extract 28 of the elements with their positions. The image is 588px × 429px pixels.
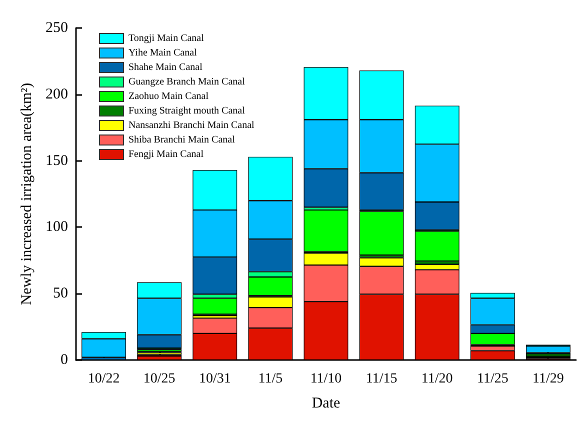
y-axis-title: Newly increased irrigation area(km²) <box>19 82 36 306</box>
legend-label: Guangze Branch Main Canal <box>128 76 246 88</box>
legend-label: Shahe Main Canal <box>128 62 203 73</box>
y-tick-label: 250 <box>46 20 68 36</box>
y-tick-label: 200 <box>46 86 68 102</box>
bar <box>526 346 570 353</box>
x-tick-label: 11/29 <box>532 372 564 386</box>
y-tick-label: 0 <box>60 352 68 368</box>
legend-label: Shiba Branchi Main Canal <box>128 134 236 146</box>
x-tick-label: 11/20 <box>421 372 453 386</box>
legend-label: Nansanzhi Branchi Main Canal <box>128 120 255 131</box>
legend-label: Zaohuo Main Canal <box>128 91 209 102</box>
x-tick-label: 11/5 <box>258 372 283 386</box>
x-tick-label: 10/22 <box>88 372 120 386</box>
y-tick-label: 100 <box>46 219 68 236</box>
x-tick-label: 10/31 <box>198 372 231 386</box>
legend-label: Fuxing Straight mouth Canal <box>128 106 246 116</box>
x-tick-label: 11/25 <box>476 372 508 386</box>
y-tick-label: 150 <box>46 152 68 169</box>
legend-label: Fengji Main Canal <box>128 149 204 160</box>
legend-label: Tongji Main Canal <box>128 33 204 44</box>
y-tick-label: 50 <box>53 286 68 302</box>
x-tick-label: 10/25 <box>143 372 176 386</box>
x-axis-title: Date <box>312 396 340 412</box>
bar <box>192 298 238 314</box>
x-tick-label: 11/10 <box>310 372 342 386</box>
x-tick-label: 11/15 <box>366 372 398 386</box>
legend-label: Yihe Main Canal <box>128 48 198 58</box>
